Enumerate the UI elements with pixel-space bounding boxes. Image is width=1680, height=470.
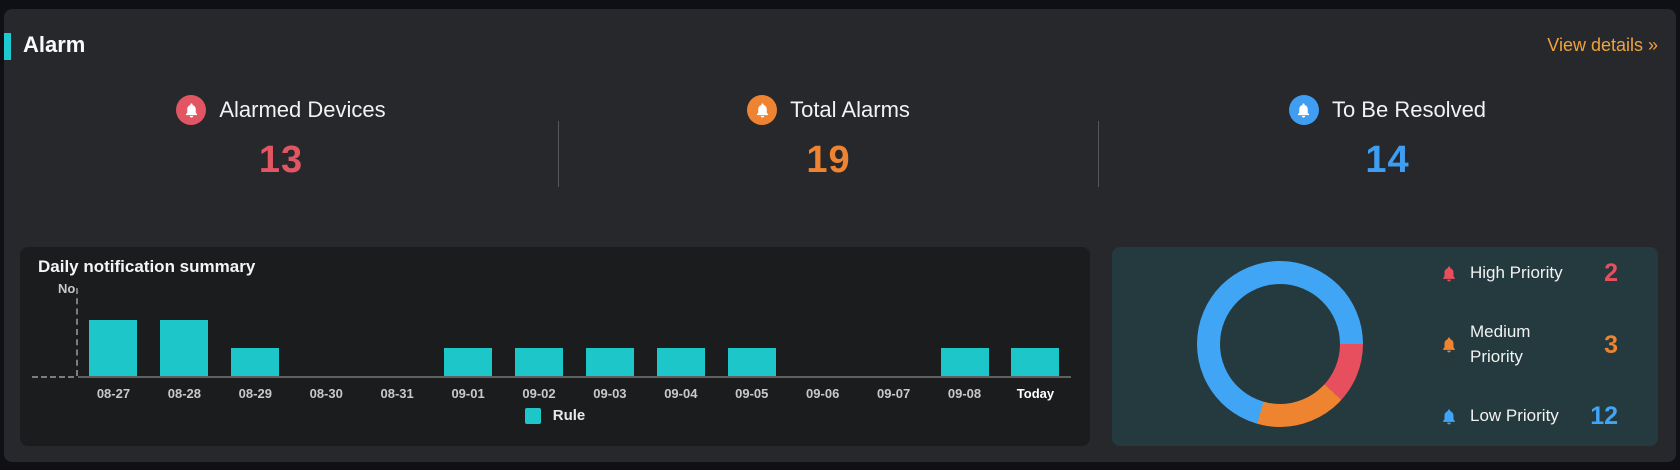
bar-09-08 [929,294,1000,376]
x-tick-label: 09-01 [451,386,485,401]
stat-label: To Be Resolved [1331,97,1487,122]
x-tick-label: 08-29 [238,386,272,401]
bell-icon [176,95,207,125]
bar-08-27 [78,294,149,376]
legend-item-low-priority: Low Priority 12 [1440,402,1618,431]
bell-icon [1440,408,1458,426]
stat-label: Total Alarms [790,97,910,122]
bar-Today [1000,294,1071,376]
legend-item-value: 2 [1604,259,1618,287]
bell-icon [747,95,778,125]
page-title: Alarm [23,32,86,57]
bars-container [78,294,1071,376]
panel-header: Alarm View details » [4,9,1676,71]
bar-rect [1011,348,1060,376]
bar-rect [940,348,989,376]
bar-09-02 [504,294,575,376]
x-tick-label: 09-02 [522,386,556,401]
stats-row: Alarmed Devices 13 Total Alarms 19 To Be… [4,84,1676,204]
chart-title: Daily notification summary [38,257,256,276]
bar-09-05 [716,294,787,376]
x-tick-label: 08-28 [167,386,201,401]
bar-rect [444,348,493,376]
bar-rect [160,320,209,376]
legend-item-label: High Priority [1470,263,1563,283]
x-tick-label: 09-06 [806,386,840,401]
x-tick-label: 08-30 [309,386,343,401]
legend-label: Rule [552,407,586,424]
charts-row: Daily notification summary No. 08-27 08-2… [4,247,1676,446]
donut-legend: High Priority 2 Medium Priority 3 Low Prio… [1440,259,1618,431]
y-axis-label: No. [58,281,79,296]
bar-09-01 [433,294,504,376]
x-tick-label: 09-07 [876,386,911,401]
x-tick-label: 08-31 [380,386,414,401]
bar-09-06 [787,294,858,376]
bar-08-30 [291,294,362,376]
bell-icon [1288,95,1319,125]
bar-rect [514,348,563,376]
view-details-link[interactable]: View details » [1547,35,1658,55]
legend-item-value: 3 [1604,330,1618,359]
stat-alarmed-devices: Alarmed Devices 13 [4,84,558,204]
stat-label: Alarmed Devices [219,97,386,122]
stat-divider [1098,121,1099,187]
x-axis-labels: 08-27 08-28 08-29 08-30 08-31 09-01 09-02 09-03… [78,386,1071,401]
x-tick-label: 08-27 [96,386,131,401]
donut-hole [1220,284,1340,404]
bar-rect [656,348,705,376]
stat-total-alarms: Total Alarms 19 [559,84,1098,204]
legend-item-value: 12 [1590,402,1618,430]
stat-value: 19 [806,139,851,181]
daily-notification-chart: Daily notification summary No. 08-27 08-2… [20,247,1090,446]
x-tick-label: 09-08 [947,386,982,401]
bar-09-07 [858,294,929,376]
stat-to-be-resolved: To Be Resolved 14 [1099,84,1676,204]
legend-item-high-priority: High Priority 2 [1440,259,1618,288]
legend-swatch [524,407,541,424]
alarm-panel: Alarm View details » Alarmed Devices 13 … [4,9,1676,462]
bell-icon [1440,265,1458,283]
legend-item-label: Medium Priority [1470,322,1531,366]
bar-09-04 [645,294,716,376]
bar-09-03 [574,294,645,376]
x-tick-label: Today [1016,386,1055,401]
bar-legend: Rule [20,407,1090,424]
bar-rect [231,348,280,376]
x-tick-label: 09-05 [735,386,769,401]
bell-icon [1440,336,1458,354]
title-accent-bar [4,33,11,60]
bar-08-31 [362,294,433,376]
bar-rect [585,348,634,376]
stat-value: 13 [258,139,304,181]
stat-divider [558,121,559,187]
bar-plot-area [32,288,1071,378]
x-tick-label: 09-04 [664,386,698,401]
bar-08-29 [220,294,291,376]
stat-value: 14 [1365,139,1410,181]
bar-rect [727,348,776,376]
x-tick-label: 09-03 [593,386,627,401]
legend-item-medium-priority: Medium Priority 3 [1440,320,1618,369]
priority-donut-panel: High Priority 2 Medium Priority 3 Low Prio… [1112,247,1658,446]
bar-rect [89,320,138,376]
legend-item-label: Low Priority [1470,406,1559,426]
bar-08-28 [149,294,220,376]
